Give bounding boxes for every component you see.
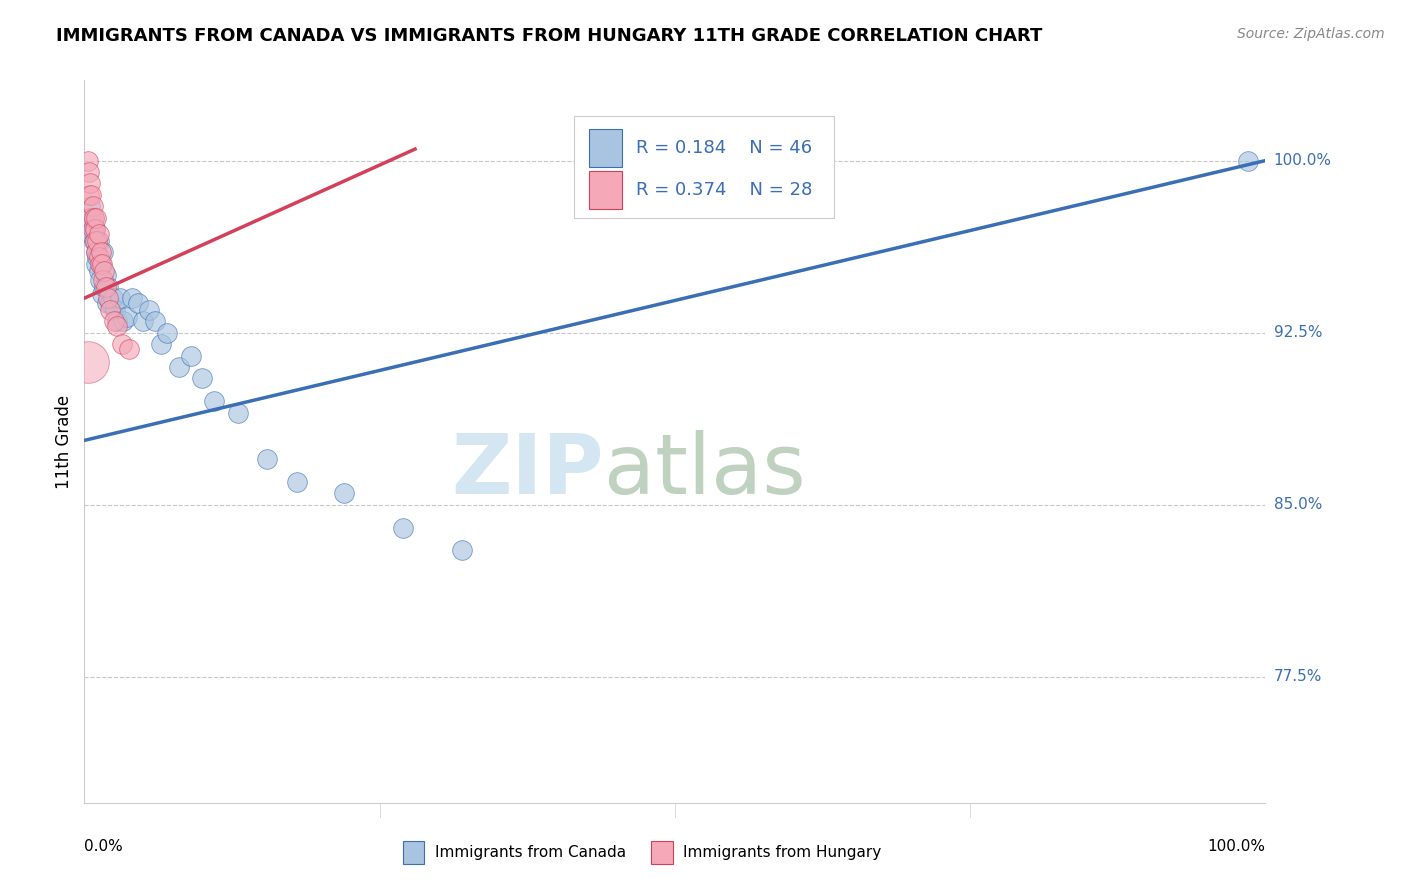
Point: [150, 337, 173, 351]
Point: [77, 355, 100, 369]
Point: [112, 314, 135, 328]
Text: 0.0%: 0.0%: [84, 838, 124, 854]
Point: [91, 257, 114, 271]
Point: [97, 291, 120, 305]
Point: [180, 349, 202, 363]
Point: [89, 273, 111, 287]
Text: 100.0%: 100.0%: [1208, 838, 1265, 854]
Point: [94, 268, 117, 283]
Text: 85.0%: 85.0%: [1274, 497, 1322, 512]
FancyBboxPatch shape: [651, 841, 672, 864]
Point: [108, 291, 131, 305]
Point: [156, 326, 179, 340]
Point: [77, 211, 100, 225]
Point: [98, 295, 121, 310]
Point: [93, 263, 115, 277]
Point: [87, 263, 110, 277]
Point: [118, 342, 141, 356]
Point: [83, 234, 105, 248]
FancyBboxPatch shape: [589, 171, 621, 209]
Point: [107, 318, 129, 333]
Point: [77, 165, 100, 179]
Point: [104, 302, 127, 317]
Point: [79, 199, 101, 213]
Point: [77, 188, 100, 202]
FancyBboxPatch shape: [404, 841, 425, 864]
Point: [91, 245, 114, 260]
Point: [111, 337, 134, 351]
Text: Immigrants from Hungary: Immigrants from Hungary: [683, 845, 882, 860]
FancyBboxPatch shape: [575, 116, 834, 218]
Point: [132, 314, 155, 328]
Point: [79, 177, 101, 191]
Point: [101, 291, 124, 305]
Point: [80, 188, 103, 202]
Text: 100.0%: 100.0%: [1274, 153, 1331, 168]
Point: [98, 302, 121, 317]
Point: [121, 291, 143, 305]
Point: [82, 199, 104, 213]
Point: [80, 211, 103, 225]
Point: [90, 257, 112, 271]
Point: [285, 475, 308, 489]
Point: [451, 543, 474, 558]
Point: [77, 222, 100, 236]
Text: 92.5%: 92.5%: [1274, 325, 1322, 340]
Point: [84, 257, 107, 271]
Point: [91, 286, 114, 301]
Point: [103, 314, 125, 328]
Point: [83, 211, 105, 225]
Text: Immigrants from Canada: Immigrants from Canada: [434, 845, 626, 860]
Point: [91, 273, 114, 287]
Point: [89, 257, 111, 271]
Point: [191, 371, 214, 385]
Point: [256, 451, 278, 466]
Point: [84, 245, 107, 260]
Text: 77.5%: 77.5%: [1274, 669, 1322, 684]
Point: [138, 302, 160, 317]
Point: [93, 279, 115, 293]
Point: [226, 406, 249, 420]
Point: [77, 153, 100, 168]
Point: [80, 227, 103, 241]
Point: [333, 486, 356, 500]
Text: Source: ZipAtlas.com: Source: ZipAtlas.com: [1237, 27, 1385, 41]
Point: [83, 211, 105, 225]
Point: [87, 227, 110, 241]
Point: [392, 520, 415, 534]
Point: [96, 295, 118, 310]
Point: [127, 295, 149, 310]
Point: [97, 279, 120, 293]
Point: [86, 234, 108, 248]
Point: [82, 222, 104, 236]
Point: [107, 314, 129, 328]
Text: IMMIGRANTS FROM CANADA VS IMMIGRANTS FROM HUNGARY 11TH GRADE CORRELATION CHART: IMMIGRANTS FROM CANADA VS IMMIGRANTS FRO…: [56, 27, 1043, 45]
Point: [94, 279, 117, 293]
Point: [84, 222, 107, 236]
Point: [84, 234, 107, 248]
Text: ZIP: ZIP: [451, 430, 605, 511]
Point: [84, 222, 107, 236]
Text: R = 0.374    N = 28: R = 0.374 N = 28: [636, 181, 813, 199]
Text: atlas: atlas: [605, 430, 806, 511]
Point: [82, 218, 104, 232]
Point: [115, 310, 138, 324]
Point: [84, 211, 107, 225]
Point: [1236, 153, 1258, 168]
Y-axis label: 11th Grade: 11th Grade: [55, 394, 73, 489]
Point: [202, 394, 225, 409]
Point: [84, 245, 107, 260]
FancyBboxPatch shape: [589, 129, 621, 167]
Point: [87, 234, 110, 248]
Point: [87, 250, 110, 264]
Point: [90, 245, 112, 260]
Point: [167, 359, 190, 374]
Point: [86, 250, 108, 264]
Point: [143, 314, 166, 328]
Text: R = 0.184    N = 46: R = 0.184 N = 46: [636, 139, 813, 157]
